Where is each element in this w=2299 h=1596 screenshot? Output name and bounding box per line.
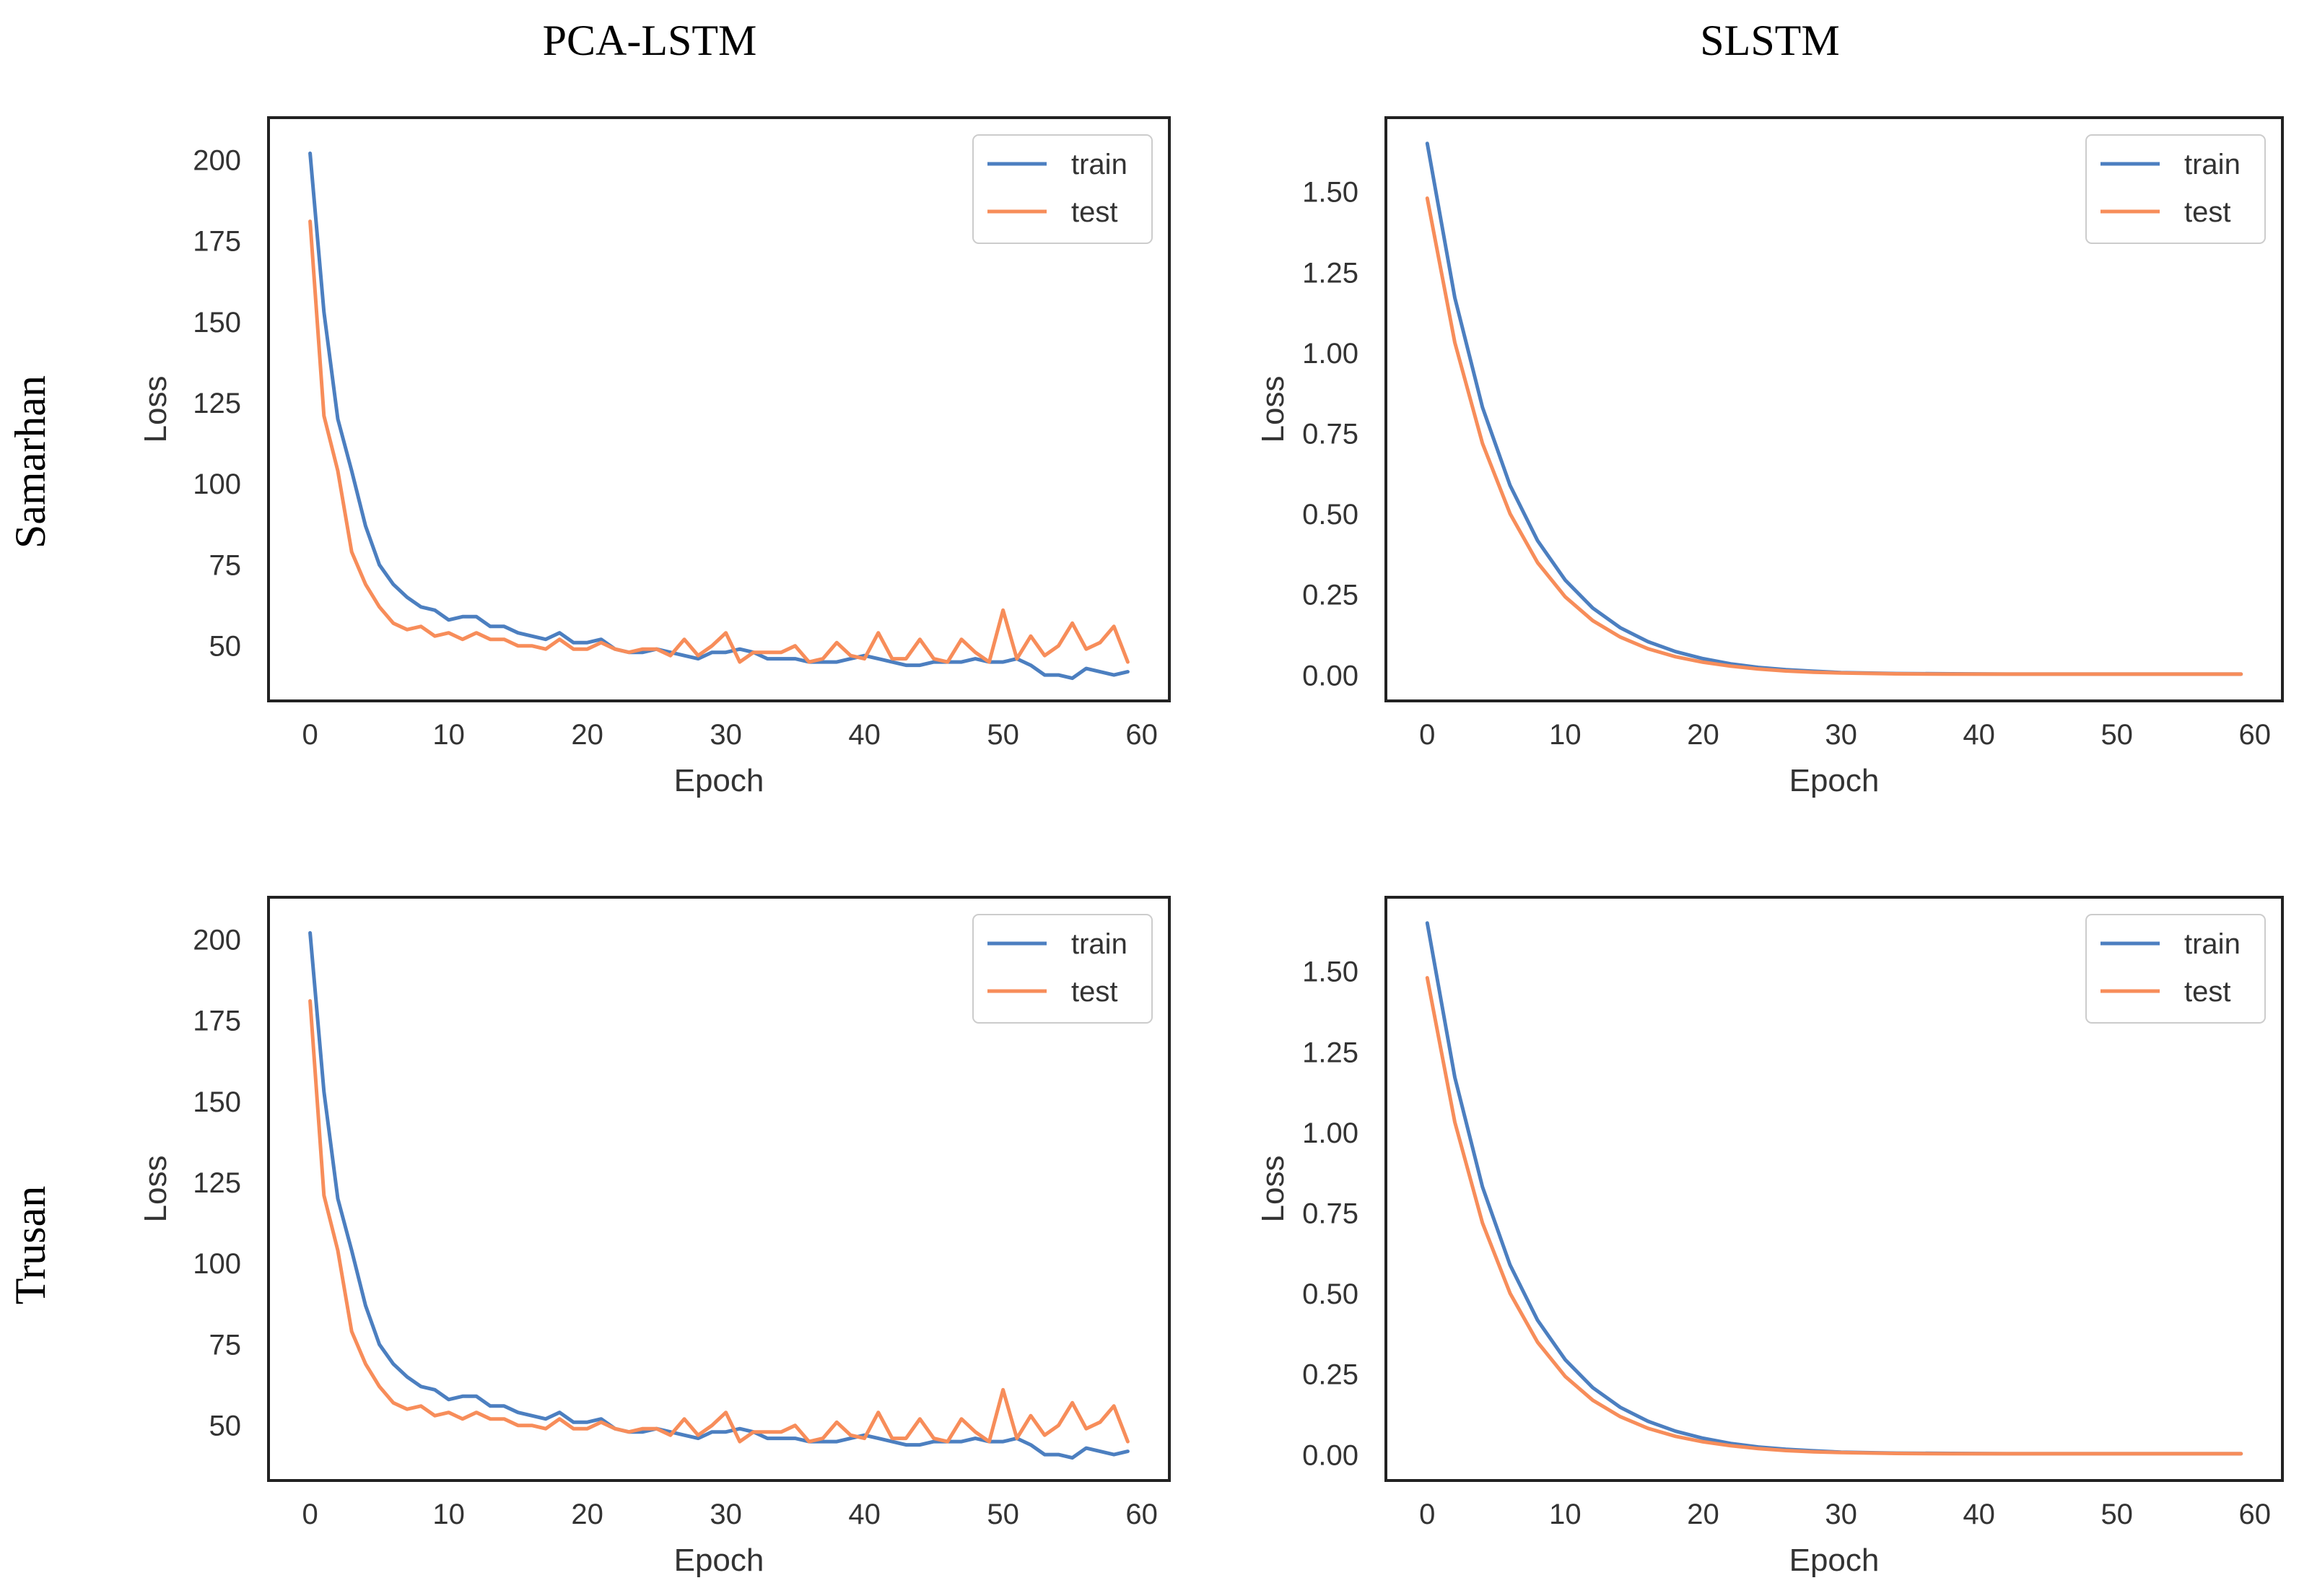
legend: train test [2085,914,2266,1024]
y-tick-label: 150 [193,1086,241,1118]
x-tick-label: 0 [302,719,318,751]
x-tick-label: 40 [1963,719,1995,751]
x-tick-label: 20 [571,1499,603,1530]
x-tick-label: 60 [2239,1499,2272,1530]
y-tick-label: 1.00 [1302,338,1358,370]
legend-label-train: train [1071,149,1127,180]
y-tick-label: 0.25 [1302,1359,1358,1391]
x-tick-label: 60 [1125,1499,1158,1530]
chart-panel-slstm-trusan: 0 10 20 30 40 50 60 0.00 0.25 0.50 0.75 1.00 1.25 1.5… [1255,896,2284,1578]
y-tick-label: 1.00 [1302,1117,1358,1149]
x-tick-label: 50 [2100,719,2133,751]
y-tick-label: 50 [209,1410,242,1442]
y-axis-label: Loss [1255,1156,1291,1223]
x-tick-label: 30 [710,719,742,751]
legend-label-test: test [2184,976,2230,1008]
x-tick-label: 60 [1125,719,1158,751]
y-tick-label: 125 [193,1167,241,1199]
y-axis-label: Loss [1255,376,1291,443]
row-label-trusan: Trusan [6,1186,54,1305]
chart-panel-pca-lstm-samarhan: 0 10 20 30 40 50 60 50 75 100 125 150 175 200 Epoch Los… [138,116,1171,798]
y-tick-label: 175 [193,1006,241,1037]
column-title-pca-lstm: PCA-LSTM [543,17,757,64]
y-tick-label: 0.00 [1302,1439,1358,1471]
x-tick-label: 10 [1549,719,1582,751]
series-line-train [308,930,1130,1460]
y-axis-label: Loss [138,1156,173,1223]
y-tick-label: 0.75 [1302,1198,1358,1230]
x-tick-label: 10 [432,1499,465,1530]
y-tick-label: 175 [193,226,241,258]
series-line-train [308,151,1130,681]
series-line-test [1425,976,2243,1456]
legend: train test [972,914,1153,1024]
legend-label-test: test [1071,976,1117,1008]
legend-label-test: test [2184,196,2230,228]
y-tick-label: 1.25 [1302,257,1358,289]
legend: train test [972,134,1153,244]
y-tick-label: 50 [209,631,242,663]
y-tick-label: 0.00 [1302,660,1358,692]
x-tick-label: 40 [848,719,881,751]
x-tick-label: 50 [987,1499,1019,1530]
legend-label-test: test [1071,196,1117,228]
y-tick-label: 0.25 [1302,580,1358,611]
plot-frame [267,116,1171,702]
y-axis-label: Loss [138,376,173,443]
x-tick-label: 60 [2239,719,2272,751]
x-tick-label: 50 [2100,1499,2133,1530]
x-tick-label: 30 [1825,1499,1857,1530]
plot-frame [267,896,1171,1482]
legend-label-train: train [2184,149,2241,180]
y-tick-label: 200 [193,924,241,956]
x-tick-label: 0 [302,1499,318,1530]
y-tick-label: 75 [209,1330,242,1361]
legend-label-train: train [1071,928,1127,960]
y-tick-label: 1.25 [1302,1037,1358,1068]
chart-panel-pca-lstm-trusan: 0 10 20 30 40 50 60 50 75 100 125 150 175 200 Epoch Los… [138,896,1171,1578]
y-tick-label: 1.50 [1302,956,1358,988]
plot-frame [1384,116,2284,702]
x-tick-label: 20 [1687,1499,1719,1530]
x-tick-label: 20 [1687,719,1719,751]
chart-panel-slstm-samarhan: 0 10 20 30 40 50 60 0.00 0.25 0.50 0.75 1.00 1.25 1.5… [1255,116,2284,798]
x-tick-label: 20 [571,719,603,751]
x-tick-label: 10 [432,719,465,751]
y-tick-label: 100 [193,468,241,500]
x-axis-label: Epoch [674,1543,764,1578]
x-axis-label: Epoch [1789,763,1880,798]
plot-frame [1384,896,2284,1482]
y-tick-label: 200 [193,144,241,176]
y-tick-label: 0.75 [1302,419,1358,450]
x-tick-label: 30 [1825,719,1857,751]
series-line-test [308,999,1130,1444]
y-tick-label: 125 [193,388,241,419]
series-line-test [308,219,1130,664]
y-tick-label: 100 [193,1248,241,1280]
y-tick-label: 0.50 [1302,499,1358,531]
y-tick-label: 75 [209,550,242,582]
x-tick-label: 0 [1419,719,1435,751]
y-tick-label: 150 [193,307,241,339]
row-label-samarhan: Samarhan [6,375,54,549]
series-line-test [1425,196,2243,676]
x-tick-label: 40 [848,1499,881,1530]
x-tick-label: 40 [1963,1499,1995,1530]
legend: train test [2085,134,2266,244]
column-title-slstm: SLSTM [1700,17,1839,64]
y-tick-label: 1.50 [1302,177,1358,209]
legend-label-train: train [2184,928,2241,960]
x-axis-label: Epoch [674,763,764,798]
x-axis-label: Epoch [1789,1543,1880,1578]
x-tick-label: 10 [1549,1499,1582,1530]
x-tick-label: 0 [1419,1499,1435,1530]
y-tick-label: 0.50 [1302,1278,1358,1310]
x-tick-label: 30 [710,1499,742,1530]
x-tick-label: 50 [987,719,1019,751]
